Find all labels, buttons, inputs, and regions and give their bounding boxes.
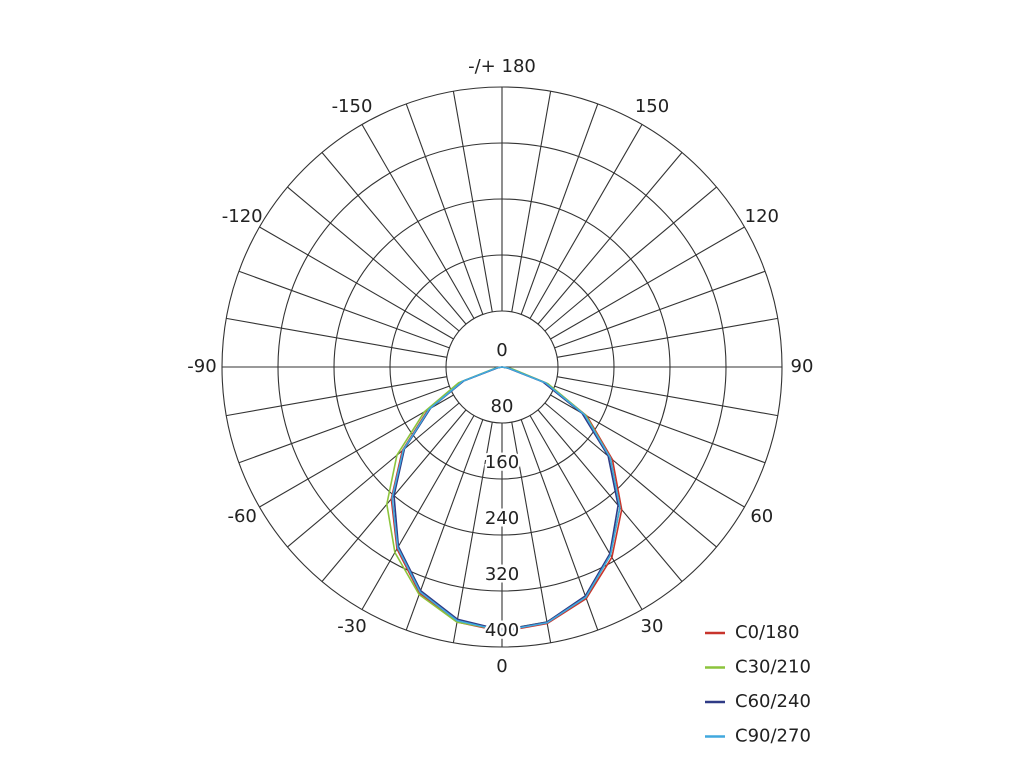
- angle-label: -120: [222, 206, 263, 227]
- legend-label: C30/210: [735, 657, 811, 678]
- angle-label: 60: [750, 506, 773, 527]
- angle-label: 0: [496, 656, 507, 677]
- r-tick-label: 320: [485, 564, 519, 585]
- angle-label: -60: [227, 506, 256, 527]
- r-tick-label: 80: [491, 396, 514, 417]
- legend-label: C0/180: [735, 622, 799, 643]
- angle-label: 30: [641, 616, 664, 637]
- angle-label: 150: [635, 96, 669, 117]
- angle-label: -90: [187, 356, 216, 377]
- ring: [445, 310, 559, 424]
- angle-label: -/+ 180: [468, 56, 536, 77]
- angle-label: 90: [791, 356, 814, 377]
- legend-label: C90/270: [735, 726, 811, 747]
- ring: [389, 254, 615, 480]
- ring: [333, 198, 671, 536]
- legend-label: C60/240: [735, 691, 811, 712]
- r-tick-label: 240: [485, 508, 519, 529]
- ring: [277, 142, 727, 592]
- r-tick-label: 160: [485, 452, 519, 473]
- r-tick-label: 0: [496, 340, 507, 361]
- angle-label: -30: [337, 616, 366, 637]
- angle-label: 120: [745, 206, 779, 227]
- angle-label: -150: [332, 96, 373, 117]
- r-tick-label: 400: [485, 620, 519, 641]
- ring: [221, 86, 783, 648]
- series-line: [391, 366, 621, 632]
